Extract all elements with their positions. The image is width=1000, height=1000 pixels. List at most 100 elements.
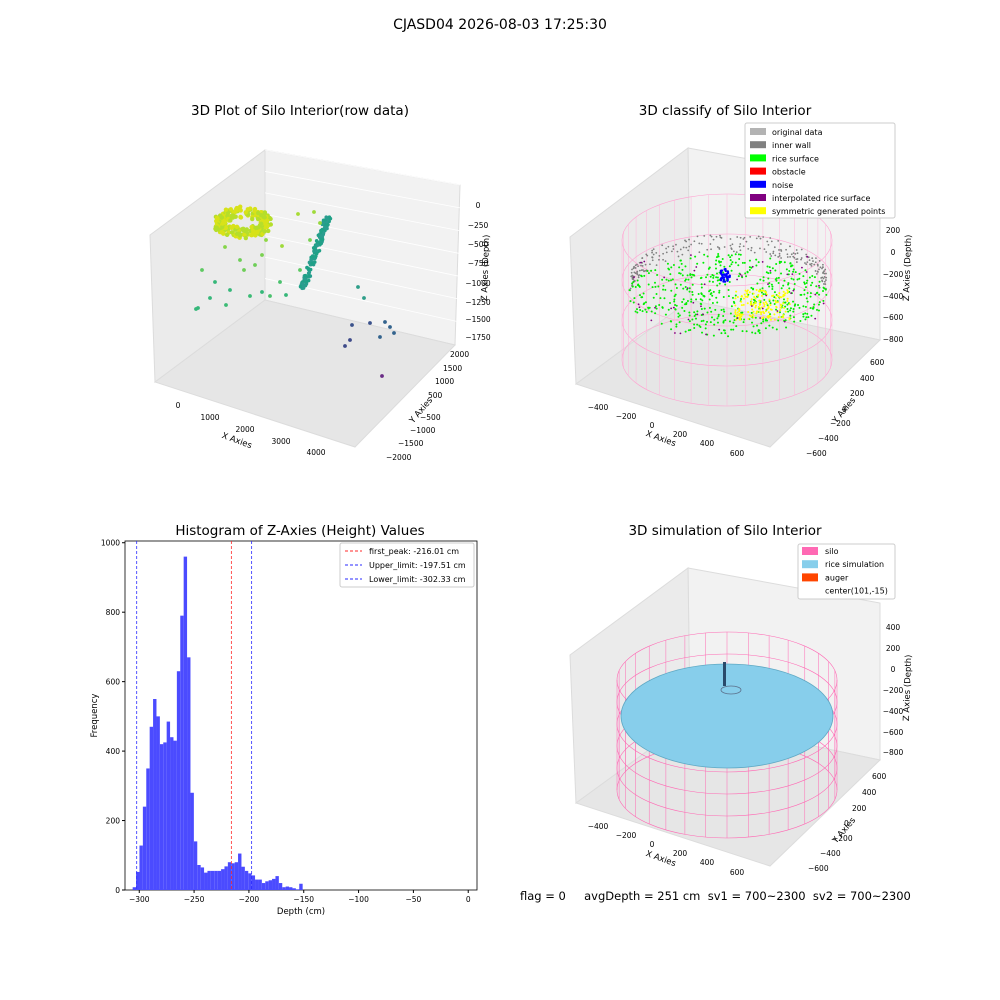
y-tick-label: 500	[428, 391, 443, 400]
rice-surface-point	[681, 306, 684, 309]
auger	[723, 662, 726, 686]
rice-surface-point	[710, 292, 713, 295]
rice-surface-point	[635, 308, 638, 311]
rice-surface-point	[703, 307, 706, 310]
data-point	[262, 215, 267, 220]
histogram-bar	[200, 867, 205, 890]
interpolated-point	[643, 260, 646, 263]
legend-swatch	[802, 547, 818, 555]
rice-surface-point	[687, 329, 690, 332]
histogram-bar	[261, 883, 266, 890]
rice-surface-point	[675, 287, 678, 290]
symmetric-point	[786, 292, 789, 295]
inner-wall-point	[703, 235, 706, 237]
data-point	[268, 294, 272, 298]
interpolated-point	[674, 332, 676, 334]
symmetric-point	[746, 292, 749, 295]
inner-wall-point	[816, 270, 819, 273]
rice-surface-point	[673, 295, 676, 298]
inner-wall-point	[685, 246, 688, 249]
rice-surface-point	[825, 293, 828, 296]
inner-wall-point	[688, 238, 690, 241]
symmetric-point	[734, 311, 737, 314]
inner-wall-point	[632, 278, 635, 281]
rice-surface-point	[677, 315, 680, 318]
rice-surface-point	[810, 314, 813, 317]
histogram-bar	[142, 806, 147, 890]
rice-surface-point	[643, 274, 646, 277]
interpolated-point	[814, 293, 817, 296]
rice-surface-point	[694, 317, 697, 320]
histogram-bar	[146, 768, 150, 890]
inner-wall-point	[813, 263, 816, 266]
inner-wall-point	[710, 248, 712, 251]
inner-wall-point	[641, 257, 644, 259]
inner-wall-point	[825, 272, 827, 275]
rice-surface-point	[722, 271, 725, 274]
rice-surface-point	[805, 282, 808, 285]
rice-surface-point	[666, 262, 669, 265]
panel2-title: 3D classify of Silo Interior	[638, 103, 812, 119]
rice-surface-point	[721, 257, 724, 260]
rice-surface-point	[722, 314, 725, 317]
rice-surface-point	[719, 264, 722, 267]
inner-wall-point	[815, 257, 817, 260]
rice-surface-point	[699, 277, 702, 280]
rice-surface-point	[792, 300, 795, 303]
symmetric-point	[742, 303, 745, 306]
rice-surface-point	[793, 304, 796, 307]
symmetric-point	[750, 298, 753, 301]
noise-point	[721, 273, 724, 277]
rice-surface-point	[696, 262, 699, 265]
rice-surface-point	[806, 279, 809, 282]
y-tick-label: −500	[420, 413, 441, 422]
grid-line	[264, 278, 461, 323]
rice-surface-point	[793, 288, 796, 291]
rice-surface-point	[679, 272, 682, 275]
symmetric-point	[754, 301, 757, 304]
data-point	[238, 214, 243, 220]
inner-wall-point	[759, 237, 762, 240]
inner-wall-point	[709, 234, 712, 237]
inner-wall-point	[789, 245, 791, 248]
inner-wall-point	[651, 259, 654, 262]
inner-wall-point	[777, 239, 780, 242]
inner-wall-point	[821, 279, 823, 282]
rice-surface-point	[718, 282, 721, 285]
rice-surface-point	[674, 293, 677, 296]
rice-surface-point	[752, 298, 755, 301]
y-tick-label: 400	[106, 747, 121, 756]
rice-surface-point	[690, 300, 693, 303]
rice-surface-point	[802, 275, 805, 278]
rice-surface-point	[752, 287, 755, 290]
symmetric-point	[751, 308, 754, 311]
interpolated-point	[759, 317, 762, 319]
noise-point	[722, 278, 726, 281]
legend-label: noise	[772, 181, 793, 190]
grid-line	[264, 171, 461, 209]
rice-surface-point	[804, 312, 807, 315]
rice-surface-point	[743, 261, 746, 264]
x-tick-label: 1000	[200, 413, 219, 422]
symmetric-point	[752, 316, 755, 319]
rice-surface-point	[674, 304, 677, 307]
inner-wall-point	[651, 249, 654, 252]
rice-surface-point	[755, 258, 758, 261]
rice-surface-point	[644, 308, 647, 311]
rice-surface-point	[728, 320, 731, 323]
inner-wall-point	[729, 244, 732, 247]
inner-wall-point	[731, 243, 734, 246]
inner-wall-point	[778, 255, 781, 257]
inner-wall-point	[735, 251, 738, 254]
rice-surface-point	[778, 311, 781, 314]
x-tick-label: −150	[293, 895, 314, 904]
data-point	[238, 208, 243, 213]
rice-surface-point	[797, 303, 800, 306]
rice-surface-point	[712, 290, 715, 293]
interpolated-point	[702, 313, 704, 316]
rice-surface-point	[793, 320, 796, 323]
interpolated-point	[679, 332, 682, 335]
symmetric-point	[782, 314, 785, 317]
grid-line	[264, 149, 461, 186]
rice-surface-point	[695, 298, 698, 301]
